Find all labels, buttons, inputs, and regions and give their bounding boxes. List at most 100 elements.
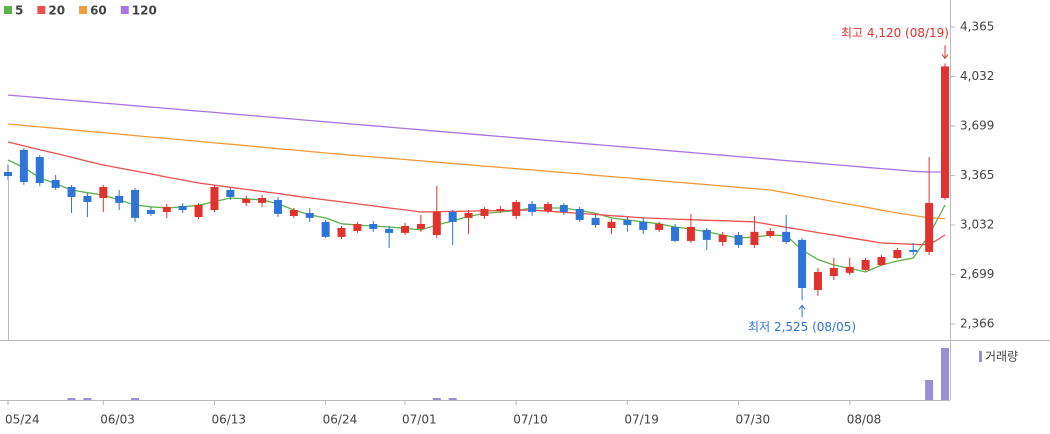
candle-body: [258, 197, 267, 203]
candle-body: [19, 150, 28, 182]
candle-body: [877, 256, 886, 265]
candle-body: [893, 249, 902, 259]
volume-legend-label: 거래량: [985, 350, 1018, 364]
candle-body: [686, 226, 695, 241]
candle-body: [162, 206, 171, 212]
volume-bar: [67, 398, 76, 400]
candle-body: [925, 203, 934, 252]
candle-body: [4, 172, 12, 177]
annotation-arrow: [798, 304, 806, 318]
candle-body: [35, 157, 44, 183]
candle-body: [813, 271, 822, 290]
legend-swatch: [120, 6, 129, 14]
candle-body: [305, 213, 314, 218]
candle-body: [416, 223, 425, 229]
candle-body: [480, 208, 489, 216]
candle-body: [353, 223, 362, 231]
candle-body: [559, 204, 568, 212]
candle-body: [750, 231, 759, 245]
candle-body: [401, 225, 410, 233]
x-tick-label: 06/03: [100, 413, 135, 427]
legend-label: 60: [90, 4, 107, 18]
candle-body: [909, 249, 918, 252]
candle-body: [273, 199, 282, 214]
candle-body: [798, 239, 807, 289]
volume-bar: [83, 398, 92, 400]
candle-body: [623, 219, 632, 226]
candle-body: [432, 211, 441, 235]
y-tick-label: 2,699: [960, 267, 994, 281]
ma-line: [7, 123, 946, 220]
annotation-label: 최고 4,120 (08/19): [841, 26, 949, 40]
candle-body: [67, 187, 76, 197]
candle-body: [718, 234, 727, 242]
candle-body: [607, 221, 616, 229]
y-tick-label: 2,366: [960, 316, 994, 330]
ma-line: [7, 94, 945, 173]
candle-body: [782, 231, 791, 242]
volume-bar: [432, 398, 441, 400]
candle-body: [575, 208, 584, 220]
candle-body: [99, 187, 108, 198]
candle-body: [655, 223, 664, 230]
legend-label: 20: [48, 4, 65, 18]
candle-body: [512, 202, 521, 216]
candle-body: [448, 211, 457, 222]
candle-body: [178, 206, 187, 211]
candle-body: [702, 229, 711, 240]
candle-body: [242, 198, 251, 203]
volume-bar: [925, 380, 934, 400]
y-tick-label: 3,365: [960, 168, 994, 182]
candle-body: [845, 266, 854, 273]
candle-body: [83, 195, 92, 203]
candle-body: [131, 189, 140, 218]
y-tick-label: 4,365: [960, 20, 994, 34]
candle-body: [591, 217, 600, 226]
candle-body: [671, 226, 680, 241]
x-tick-label: 05/24: [5, 413, 40, 427]
volume-bar: [131, 398, 140, 400]
x-tick-label: 07/19: [624, 413, 659, 427]
candle-body: [115, 195, 124, 203]
y-tick-label: 3,699: [960, 118, 994, 132]
candle-body: [289, 210, 298, 216]
x-tick-label: 06/24: [323, 413, 358, 427]
candle-body: [194, 204, 203, 218]
candle-body: [766, 230, 775, 237]
candle-body: [829, 267, 838, 276]
volume-legend-swatch: [979, 351, 982, 362]
x-tick-label: 07/10: [513, 413, 548, 427]
candle-body: [543, 203, 552, 211]
annotation-arrow: [941, 45, 949, 60]
volume-bar: [941, 348, 949, 400]
legend-label: 5: [15, 4, 23, 18]
legend-swatch: [79, 6, 88, 14]
candle-body: [639, 221, 648, 230]
candle-body: [734, 234, 743, 245]
candle-body: [51, 180, 60, 188]
x-tick-label: 07/01: [402, 413, 437, 427]
candle-body: [321, 221, 330, 237]
x-tick-label: 08/08: [847, 413, 882, 427]
candle-body: [226, 189, 235, 197]
legend-swatch: [37, 6, 46, 14]
legend-label: 120: [132, 4, 157, 18]
candle-body: [337, 228, 346, 237]
ma-line: [7, 141, 946, 246]
legend-swatch: [4, 6, 12, 14]
candle-body: [496, 208, 505, 211]
y-tick-label: 3,032: [960, 218, 994, 232]
candle-body: [861, 259, 870, 270]
candle-body: [369, 223, 378, 229]
x-tick-label: 07/30: [736, 413, 771, 427]
candle-body: [146, 210, 155, 214]
candle-body: [464, 213, 473, 218]
y-tick-label: 4,032: [960, 69, 994, 83]
annotation-label: 최저 2,525 (08/05): [748, 320, 856, 334]
candle-body: [385, 228, 394, 233]
candle-body: [528, 203, 537, 212]
candle-body: [210, 187, 219, 211]
candle-body: [941, 66, 949, 198]
x-tick-label: 06/13: [211, 413, 246, 427]
